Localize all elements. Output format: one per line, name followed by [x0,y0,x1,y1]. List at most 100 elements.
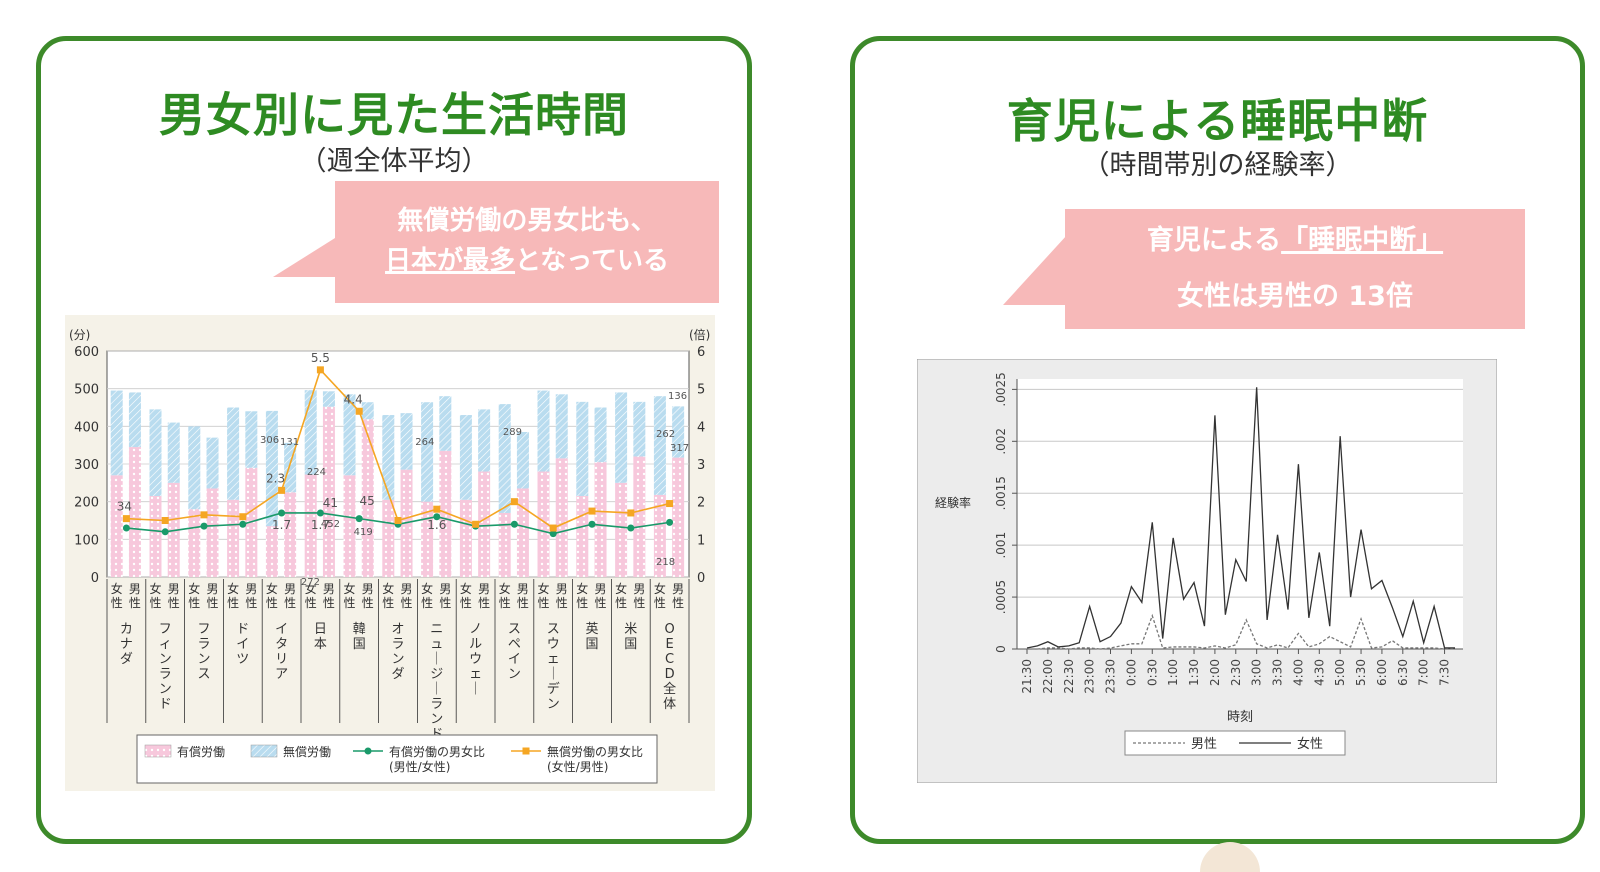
x-tick-label: 6:30 [1396,659,1410,686]
x-country-label: フ [197,622,210,637]
bar-paid [633,456,646,577]
right-callout-line1: 育児による「睡眠中断」 [1065,213,1525,269]
x-country-label: ウ [547,637,560,652]
bar-paid [615,482,628,577]
left-callout-tail [273,233,343,277]
data-annotation: 34 [117,500,132,514]
right-callout-highlight: 「睡眠中断」 [1281,225,1444,256]
left-subtitle: （週全体平均） [299,146,489,177]
x-country-label: ｜ [547,667,560,682]
x-sex-label: 性 [323,596,335,610]
bar-unpaid [128,392,141,448]
bar-unpaid [615,392,628,483]
x-country-label: イ [275,622,288,637]
bar-unpaid [382,415,395,500]
bar-paid [265,526,278,577]
x-sex-label: 女 [305,581,317,596]
data-annotation: 224 [307,467,326,478]
data-annotation: 1.7 [311,518,330,532]
legend-box [136,734,658,784]
x-sex-label: 男 [362,582,374,596]
x-country-label: ツ [236,652,249,667]
legend-label-unpaid-ratio: 無償労働の男女比 [547,744,643,759]
x-sex-label: 女 [382,581,394,596]
data-annotation: 5.5 [311,351,330,365]
x-sex-label: 性 [499,596,511,610]
unpaid-ratio-point [200,511,208,519]
data-annotation: 452 [321,519,340,530]
y-right-tick-label: 1 [697,533,705,548]
bar-unpaid [537,390,550,472]
right-title: 育児による睡眠中断 [1006,94,1429,148]
data-annotation: 136 [668,391,687,402]
x-sex-label: 性 [421,596,433,610]
x-country-label: 米 [624,622,637,637]
x-country-label: タ [275,637,288,652]
x-country-label: 全 [663,681,676,697]
unpaid-ratio-point [666,500,674,508]
legend-label-unpaid-ratio: (女性/男性) [547,759,608,774]
paid-ratio-point [666,518,674,526]
x-country-label: 国 [585,637,598,652]
x-sex-label: 男 [207,582,219,596]
x-sex-label: 女 [537,581,549,596]
x-country-label: ン [159,652,172,667]
unpaid-ratio-point [472,520,480,528]
x-country-label: E [665,637,673,652]
bar-unpaid [149,409,162,497]
bar-paid [304,474,317,577]
y-tick-label: .0025 [994,372,1008,406]
paid-ratio-point [278,509,286,517]
x-sex-label: 女 [343,581,355,596]
unpaid-ratio-point [278,486,286,494]
y-tick-label: .0015 [994,476,1008,510]
data-annotation: 4.4 [344,392,363,406]
bar-paid [672,457,685,577]
x-sex-label: 男 [672,582,684,596]
bar-paid [188,509,201,577]
x-country-label: ン [430,712,443,727]
x-sex-label: 性 [672,596,684,610]
x-sex-label: 性 [188,596,200,610]
paid-ratio-point [588,520,596,528]
x-country-label: ド [159,697,172,712]
y-left-tick-label: 400 [74,420,99,435]
x-sex-label: 男 [633,582,645,596]
right-chart-svg: 0 .0005 .001 .0015 .002 .0025 経験率 21:30 22:00 22:… [916,358,1498,784]
x-tick-label: 1:00 [1166,659,1180,686]
x-sex-label: 女 [421,581,433,596]
bar-paid [361,419,374,577]
x-tick-label: 2:00 [1208,659,1222,686]
y-axis-label: 経験率 [935,495,971,510]
x-sex-label: 性 [362,596,374,610]
bar-paid [322,406,335,577]
bar-paid [594,462,607,577]
x-tick-label: 3:00 [1250,659,1264,686]
x-country-label: ｜ [430,652,443,667]
x-sex-label: 女 [654,581,666,596]
x-country-label: ス [547,622,560,637]
bar-unpaid [498,404,511,513]
x-tick-label: 23:30 [1104,659,1118,694]
x-sex-label: 性 [556,596,568,610]
plot-area [1017,379,1463,649]
x-sex-label: 男 [517,582,529,596]
legend-marker-unpaid-ratio [522,747,530,755]
data-annotation: 262 [656,429,675,440]
x-country-label: ウ [469,652,482,667]
left-title: 男女別に見た生活時間 [159,88,629,142]
unpaid-ratio-point [510,498,518,506]
legend-label-paid-ratio: (男性/女性) [389,759,450,774]
x-country-label: C [665,652,674,667]
x-country-label: ナ [120,637,133,652]
legend-swatch-unpaid [250,744,278,758]
paid-ratio-point [510,520,518,528]
x-country-label: ュ [430,637,443,652]
x-country-label: フ [159,622,172,637]
x-country-label: ス [508,622,521,637]
unpaid-ratio-point [394,517,402,524]
bar-unpaid [633,401,646,457]
bar-paid [439,450,452,577]
bar-paid [284,492,297,577]
data-annotation: 45 [360,494,375,508]
